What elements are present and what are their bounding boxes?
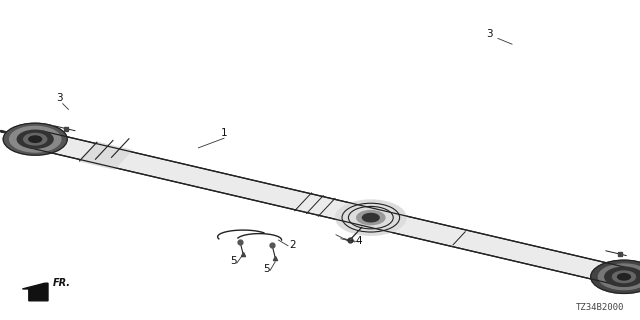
Text: FR.: FR. bbox=[52, 278, 70, 288]
Circle shape bbox=[17, 130, 53, 148]
Text: 4: 4 bbox=[355, 236, 362, 246]
Text: 1: 1 bbox=[221, 128, 227, 138]
Polygon shape bbox=[624, 276, 640, 284]
Polygon shape bbox=[1, 131, 36, 139]
Circle shape bbox=[10, 126, 61, 152]
Text: 5: 5 bbox=[264, 264, 270, 274]
Circle shape bbox=[598, 264, 640, 290]
Polygon shape bbox=[624, 277, 640, 284]
Polygon shape bbox=[0, 131, 35, 140]
Circle shape bbox=[29, 136, 42, 142]
Circle shape bbox=[3, 123, 67, 155]
Text: 2: 2 bbox=[289, 240, 296, 250]
Circle shape bbox=[335, 200, 406, 235]
Text: 3: 3 bbox=[56, 93, 63, 103]
Circle shape bbox=[24, 133, 47, 145]
Text: 3: 3 bbox=[486, 29, 493, 39]
Circle shape bbox=[605, 267, 640, 286]
Polygon shape bbox=[22, 283, 48, 301]
Circle shape bbox=[612, 271, 636, 283]
Text: 5: 5 bbox=[230, 256, 237, 266]
Polygon shape bbox=[28, 131, 632, 285]
Circle shape bbox=[591, 260, 640, 293]
Circle shape bbox=[356, 211, 385, 225]
Circle shape bbox=[362, 213, 379, 222]
Polygon shape bbox=[79, 142, 132, 169]
Circle shape bbox=[618, 274, 630, 280]
Text: TZ34B2000: TZ34B2000 bbox=[575, 303, 624, 312]
